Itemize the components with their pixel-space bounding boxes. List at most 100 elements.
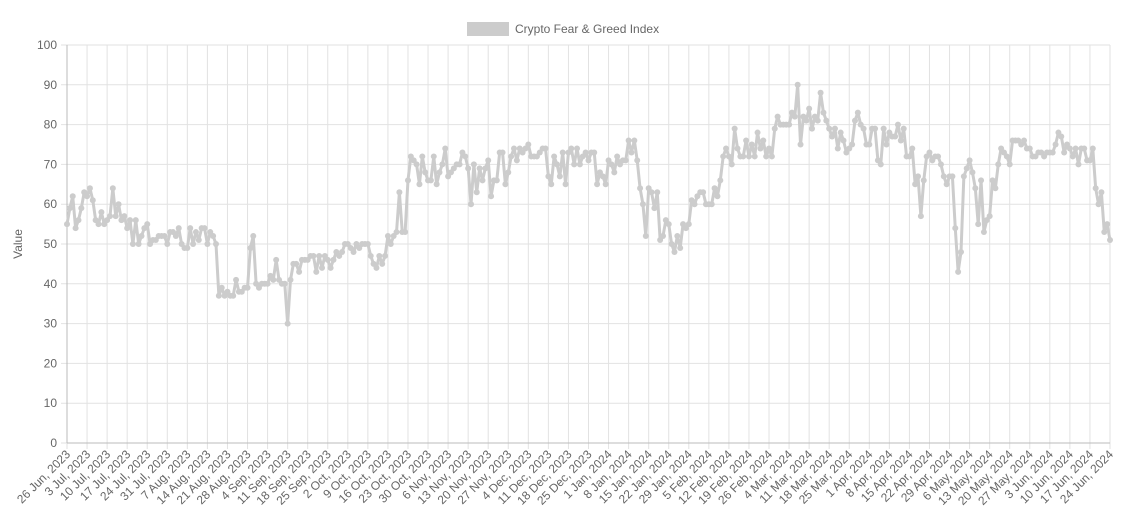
data-point (324, 256, 331, 263)
y-tick-label: 30 (44, 317, 58, 331)
data-point (906, 153, 913, 160)
data-point (995, 161, 1002, 168)
data-point (685, 221, 692, 228)
data-point (751, 153, 758, 160)
data-point (568, 145, 575, 152)
data-point (364, 241, 371, 247)
data-point (1092, 185, 1099, 192)
y-tick-label: 70 (44, 157, 58, 171)
data-point (860, 125, 867, 132)
data-point (975, 221, 982, 228)
data-point (757, 145, 764, 152)
data-point (940, 173, 947, 180)
data-point (89, 197, 96, 204)
data-point (771, 125, 778, 132)
data-point (84, 193, 91, 200)
data-point (172, 233, 179, 240)
data-point (611, 169, 618, 176)
data-point (912, 181, 919, 188)
data-point (963, 165, 970, 172)
data-point (691, 201, 698, 208)
data-point (608, 161, 615, 168)
data-point (980, 229, 987, 236)
data-point (794, 81, 801, 88)
data-point (714, 193, 721, 200)
data-point (1069, 153, 1076, 160)
data-point (270, 276, 277, 283)
data-point (244, 284, 251, 291)
data-point (422, 169, 429, 176)
data-point (95, 221, 102, 228)
data-point (897, 137, 904, 144)
data-point (900, 125, 907, 132)
data-point (442, 145, 449, 152)
data-point (553, 161, 560, 168)
data-point (505, 169, 512, 176)
data-point (677, 244, 684, 251)
data-point (1026, 145, 1033, 152)
data-point (339, 248, 346, 255)
data-point (439, 161, 446, 168)
data-point (215, 292, 222, 299)
data-point (379, 260, 386, 267)
data-point (201, 225, 208, 232)
data-point (1072, 145, 1079, 152)
data-point (184, 244, 191, 251)
data-point (585, 157, 592, 164)
data-point (926, 149, 933, 156)
data-point (674, 233, 681, 240)
data-point (132, 217, 139, 224)
data-point (436, 169, 443, 176)
data-point (187, 225, 194, 232)
data-point (562, 181, 569, 188)
y-tick-label: 60 (44, 197, 58, 211)
data-point (826, 125, 833, 132)
data-point (791, 113, 798, 120)
data-point (582, 149, 589, 156)
data-point (960, 173, 967, 180)
data-point (591, 149, 598, 156)
data-point (247, 244, 254, 251)
data-point (1066, 145, 1073, 152)
data-point (834, 145, 841, 152)
y-tick-label: 80 (44, 118, 58, 132)
data-point (310, 252, 317, 259)
data-point (513, 157, 520, 164)
data-point (1058, 133, 1065, 140)
data-point (937, 161, 944, 168)
data-point (892, 133, 899, 140)
data-point (281, 280, 288, 287)
data-point (499, 149, 506, 156)
legend-label: Crypto Fear & Greed Index (515, 22, 659, 36)
data-point (230, 292, 237, 299)
data-point (502, 181, 509, 188)
data-point (548, 181, 555, 188)
data-point (631, 137, 638, 144)
data-point (768, 153, 775, 160)
data-point (711, 185, 718, 192)
data-point (456, 161, 463, 168)
data-point (376, 252, 383, 259)
data-point (373, 264, 380, 271)
data-point (109, 185, 116, 192)
data-point (823, 117, 830, 124)
data-point (920, 177, 927, 184)
data-point (1107, 237, 1113, 244)
data-point (992, 185, 999, 192)
data-point (396, 189, 403, 196)
data-point (880, 125, 887, 132)
data-point (814, 117, 821, 124)
data-point (86, 185, 93, 192)
data-point (1006, 161, 1013, 168)
data-point (743, 137, 750, 144)
data-point (754, 129, 761, 136)
data-point (204, 241, 211, 247)
data-point (872, 125, 879, 132)
data-point (75, 217, 82, 224)
data-point (121, 213, 128, 220)
data-point (175, 225, 182, 232)
data-point (745, 153, 752, 160)
data-point (264, 280, 271, 287)
data-point (106, 213, 113, 220)
